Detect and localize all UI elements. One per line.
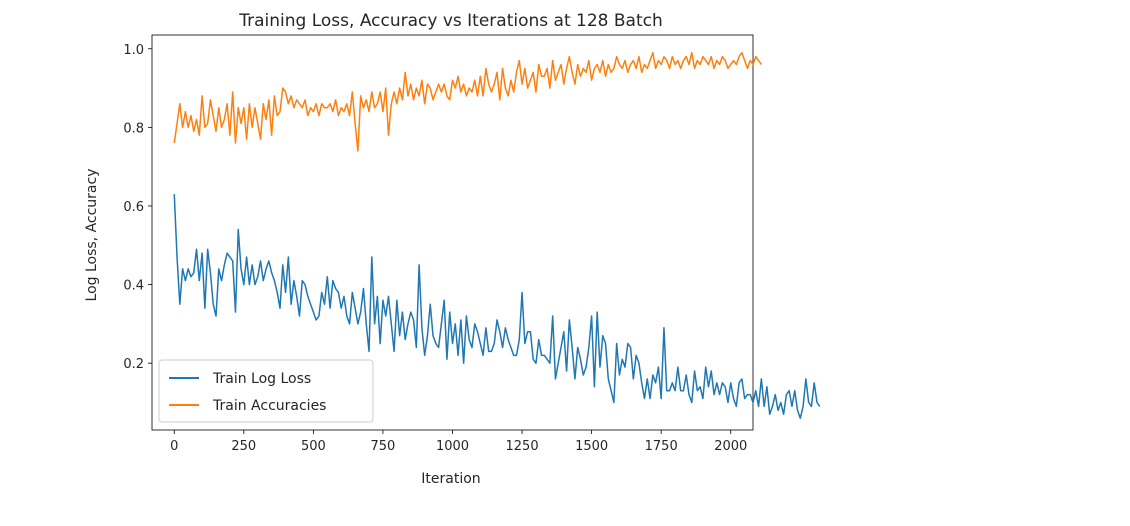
y-axis-label: Log Loss, Accuracy: [84, 169, 100, 302]
y-tick-label: 0.8: [123, 121, 144, 136]
x-tick-label: 250: [231, 439, 256, 454]
y-axis-ticks: 0.2 0.4 0.6 0.8 1.0: [123, 43, 152, 372]
series-layer: [173, 51, 821, 419]
x-axis-ticks: 0 250 500 750 1000 1250 1500 1750 2000: [170, 430, 747, 454]
y-tick-label: 0.4: [123, 279, 144, 294]
legend: Train Log Loss Train Accuracies: [158, 359, 374, 423]
series-line-train-log-loss: [173, 194, 821, 419]
x-axis-label: Iteration: [421, 471, 480, 487]
x-tick-label: 1250: [506, 439, 539, 454]
legend-label-train-log-loss: Train Log Loss: [212, 371, 311, 387]
x-tick-label: 1500: [575, 439, 608, 454]
legend-label-train-accuracies: Train Accuracies: [212, 398, 326, 414]
x-tick-label: 2000: [714, 439, 747, 454]
legend-box: [158, 359, 374, 423]
x-tick-label: 0: [170, 439, 178, 454]
y-tick-label: 1.0: [123, 43, 144, 58]
x-tick-label: 500: [301, 439, 326, 454]
chart-title: Training Loss, Accuracy vs Iterations at…: [238, 11, 663, 31]
x-tick-label: 1750: [645, 439, 678, 454]
series-line-train-accuracies: [173, 51, 762, 152]
y-tick-label: 0.6: [123, 200, 144, 215]
x-tick-label: 1000: [436, 439, 469, 454]
y-tick-label: 0.2: [123, 357, 144, 372]
x-tick-label: 750: [371, 439, 396, 454]
